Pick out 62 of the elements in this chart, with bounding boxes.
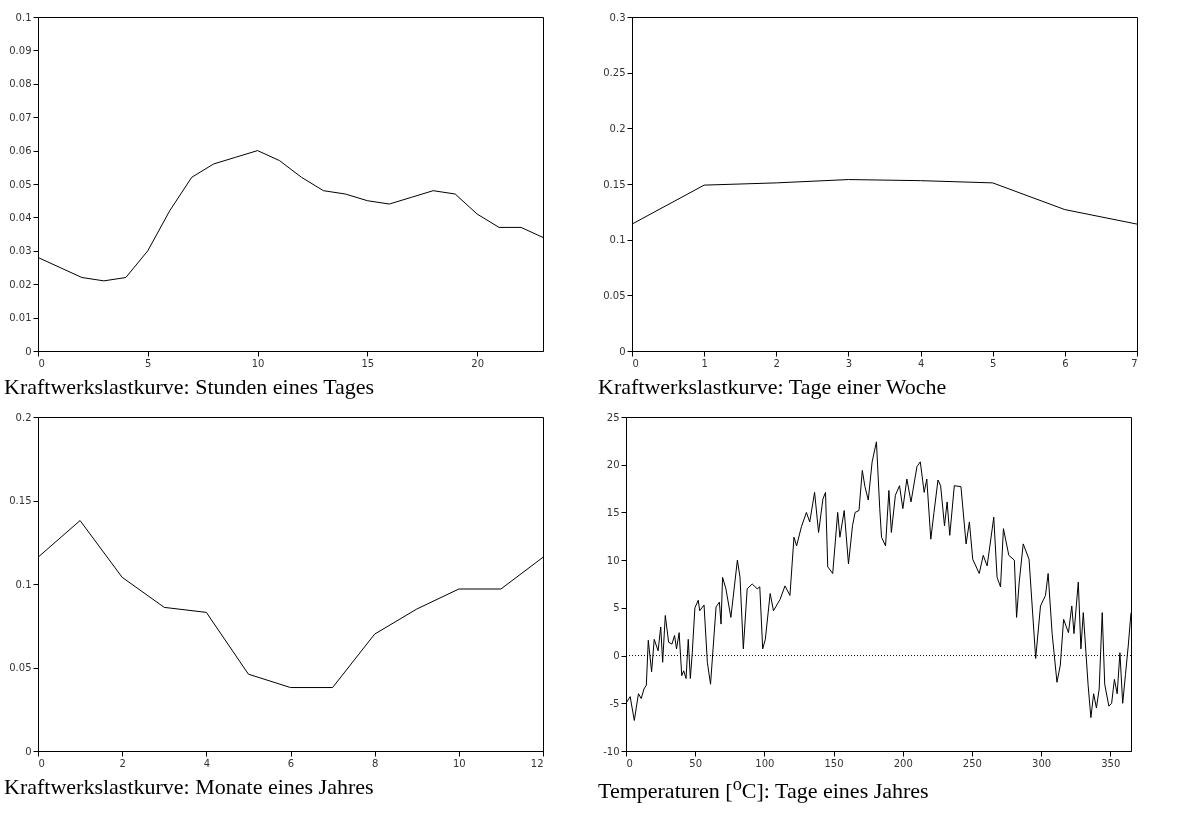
y-tick-label: -5 [609, 697, 620, 709]
x-tick-label: 15 [361, 357, 375, 369]
x-tick-label: 0 [38, 757, 45, 769]
y-tick-label: 0.1 [15, 578, 32, 590]
x-tick-label: 4 [917, 357, 925, 369]
x-tick-label: 300 [1032, 757, 1052, 769]
y-tick-label: 15 [606, 506, 620, 518]
x-tick-label: 8 [371, 757, 379, 769]
x-tick-label: 3 [845, 357, 853, 369]
x-tick-label: 100 [755, 757, 775, 769]
y-tick-label: 0 [619, 345, 626, 357]
y-tick-label: 5 [613, 602, 620, 614]
y-tick-label: 0.25 [603, 67, 626, 79]
y-tick-label: 0 [25, 745, 32, 757]
x-tick-label: 10 [452, 757, 466, 769]
x-tick-label: 6 [1062, 357, 1069, 369]
x-tick-label: 0 [38, 357, 45, 369]
y-tick-label: 0 [613, 650, 620, 662]
y-tick-label: 0.04 [9, 211, 32, 223]
text: Kraftwerkslastkurve: Stunden eines Tages [3, 374, 376, 400]
x-tick-label: 250 [962, 757, 982, 769]
y-tick-label: 0.2 [609, 122, 626, 134]
x-tick-label: 20 [471, 357, 484, 369]
x-tick-label: 2 [773, 357, 780, 369]
text: Temperaturen [$^{o}$C]: Tage eines Jahres [597, 774, 930, 805]
y-tick-label: 20 [606, 459, 620, 471]
x-tick-label: 5 [990, 357, 997, 369]
x-tick-label: 12 [530, 757, 544, 769]
y-tick-label: 0.2 [15, 411, 32, 423]
y-tick-label: 0.3 [609, 11, 626, 23]
x-tick-label: 10 [251, 357, 265, 369]
y-tick-label: 0.03 [9, 245, 32, 257]
x-tick-label: 6 [287, 757, 295, 769]
y-tick-label: 25 [606, 411, 620, 423]
text: Kraftwerkslastkurve: Tage einer Woche [597, 374, 948, 400]
y-tick-label: 0.15 [9, 495, 32, 506]
y-tick-label: 0.1 [15, 11, 32, 23]
x-tick-label: 1 [701, 357, 708, 369]
x-tick-label: 350 [1101, 757, 1121, 769]
x-tick-label: 50 [689, 757, 703, 769]
x-tick-label: 7 [1131, 357, 1138, 369]
y-tick-label: 0.09 [9, 44, 32, 56]
y-tick-label: 0.1 [609, 234, 626, 246]
y-tick-label: 10 [606, 554, 620, 566]
x-tick-label: 0 [632, 357, 639, 369]
y-tick-label: 0.15 [603, 178, 626, 190]
y-tick-label: 0.05 [9, 178, 32, 190]
y-tick-label: 0.02 [9, 278, 32, 290]
y-tick-label: 0.08 [9, 78, 32, 90]
x-tick-label: 150 [824, 757, 844, 769]
x-tick-label: 4 [203, 757, 211, 769]
x-tick-label: 200 [893, 757, 913, 769]
y-tick-label: 0.05 [9, 662, 32, 673]
y-tick-label: -10 [603, 745, 620, 757]
y-tick-label: 0.07 [9, 111, 32, 123]
y-tick-label: 0.05 [603, 289, 626, 301]
y-tick-label: 0.06 [9, 145, 32, 157]
text: Kraftwerkslastkurve: Monate eines Jahres [3, 774, 375, 800]
y-tick-label: 0.01 [9, 312, 32, 324]
y-tick-label: 0 [25, 345, 32, 357]
x-tick-label: 2 [119, 757, 126, 769]
x-tick-label: 5 [145, 357, 152, 369]
